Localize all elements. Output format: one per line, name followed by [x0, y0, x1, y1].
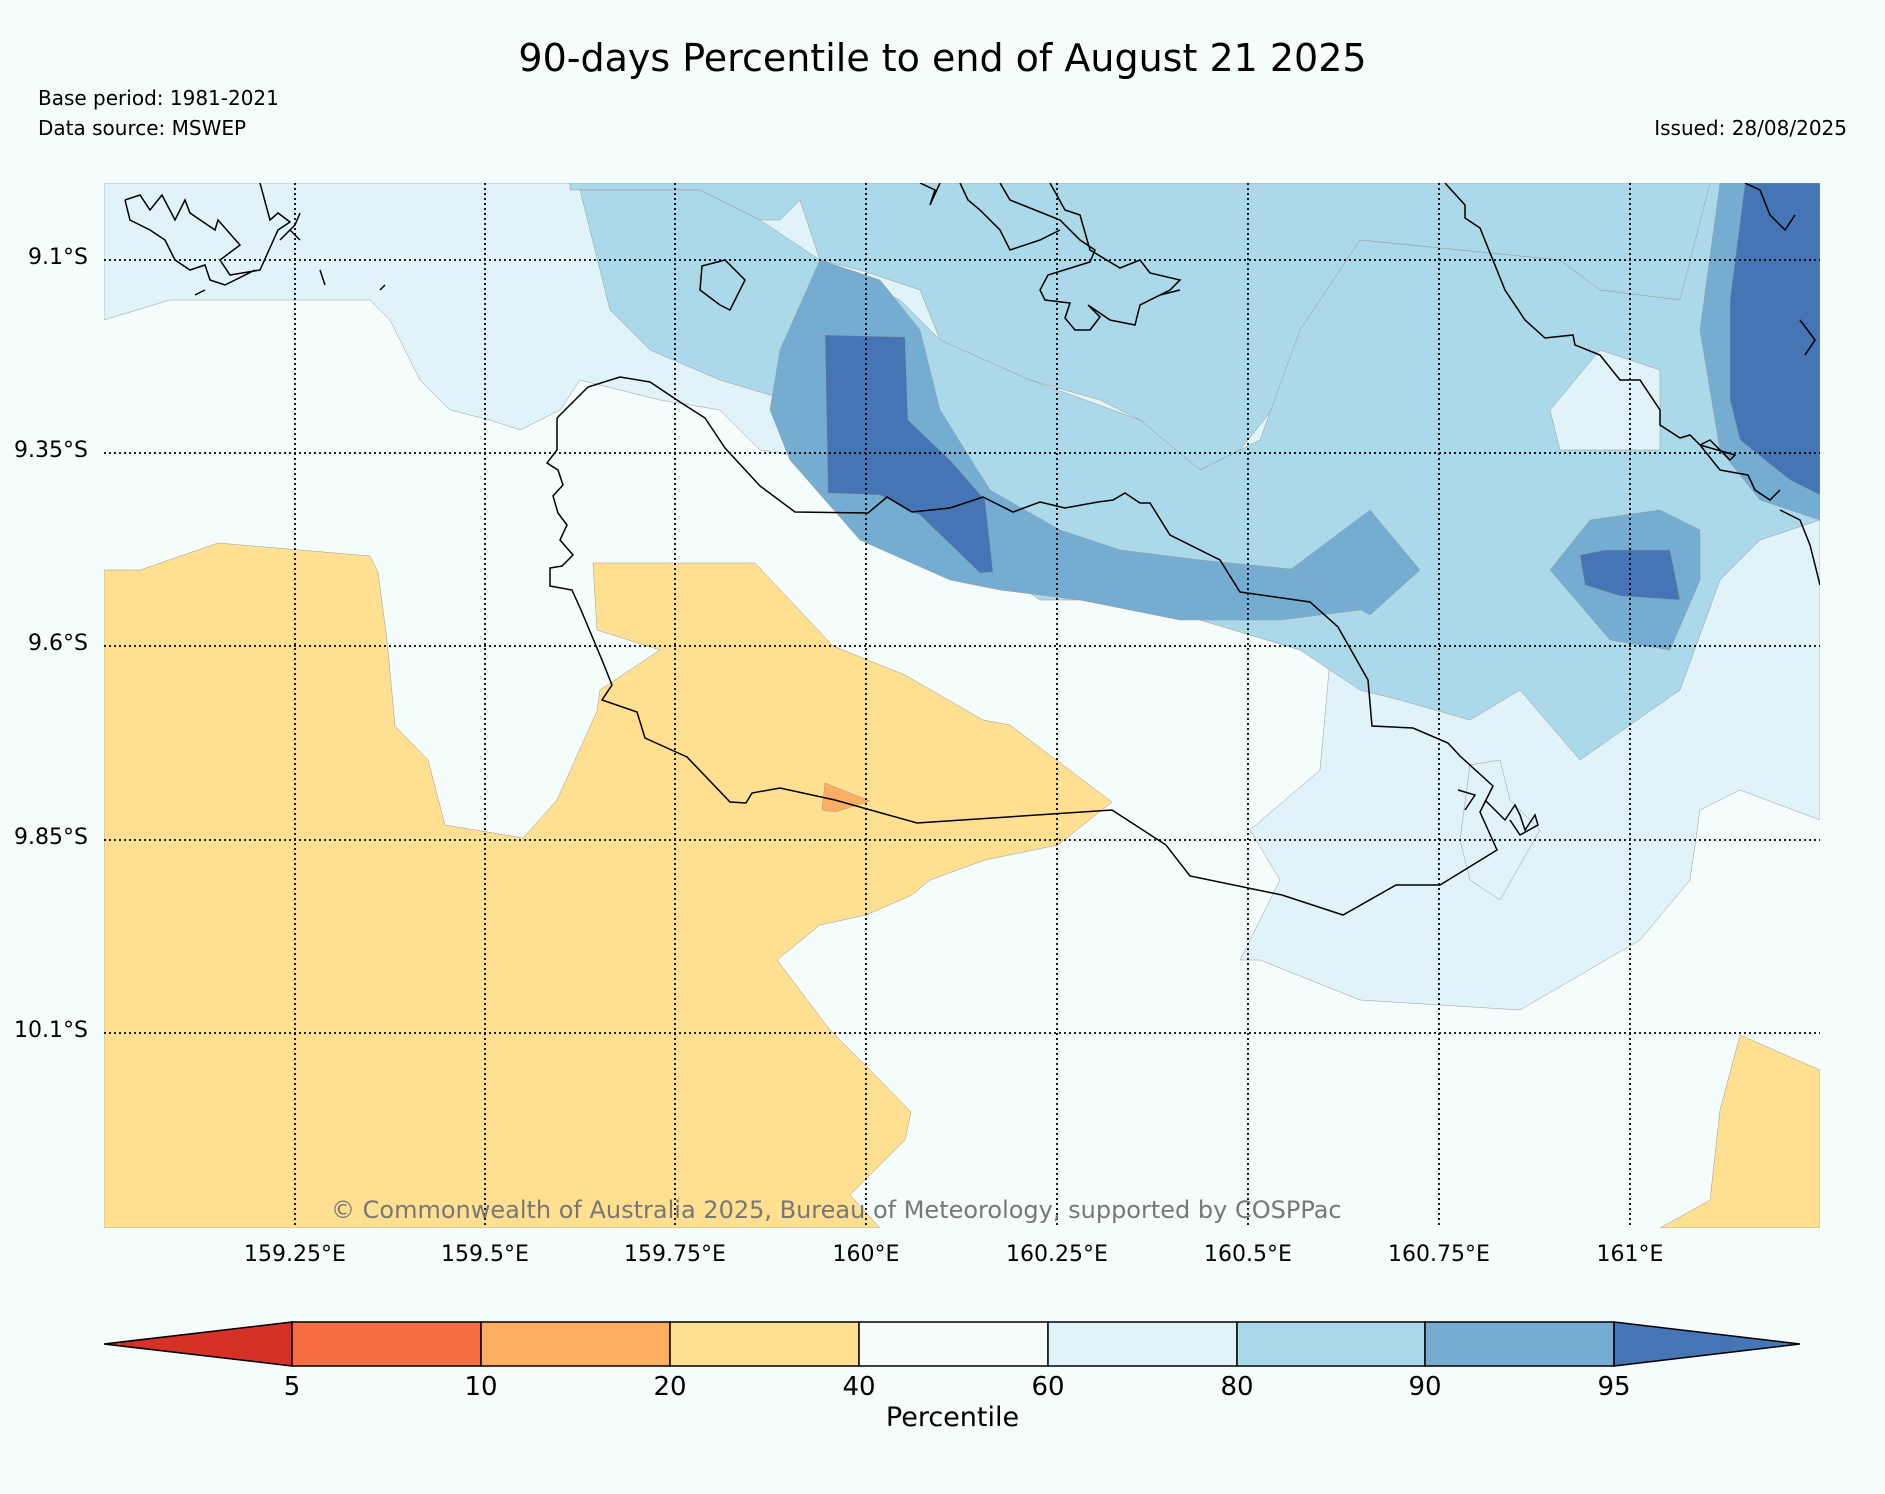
coastline-ngela	[919, 183, 1181, 296]
colorbar-above-95	[1613, 1321, 1801, 1367]
percentile-10-20-region	[821, 782, 871, 813]
colorbar-80-90	[1236, 1321, 1426, 1367]
colorbar-tick-90: 90	[1408, 1372, 1442, 1402]
colorbar-tick-20: 20	[653, 1372, 687, 1402]
lat-label-9-85: 9.85°S	[14, 825, 88, 850]
coastline-malaita	[1444, 183, 1820, 586]
percentile-above-95-region-west	[824, 334, 994, 574]
lon-label-160-5: 160.5°E	[1204, 1242, 1292, 1267]
lon-label-159-25: 159.25°E	[244, 1242, 346, 1267]
lon-label-160: 160°E	[832, 1242, 900, 1267]
map-area	[104, 183, 1820, 1228]
percentile-20-40-region-west	[104, 542, 1113, 1228]
percentile-20-40-region-se	[1659, 1034, 1820, 1228]
lon-label-159-75: 159.75°E	[624, 1242, 726, 1267]
lon-label-159-5: 159.5°E	[441, 1242, 529, 1267]
data-source: Data source: MSWEP	[38, 116, 247, 140]
issued-date: Issued: 28/08/2025	[1654, 116, 1847, 140]
grid-lines	[104, 183, 1820, 1228]
copyright-notice: © Commonwealth of Australia 2025, Bureau…	[331, 1196, 1342, 1224]
colorbar-20-40	[669, 1321, 860, 1367]
base-period: Base period: 1981-2021	[38, 86, 279, 110]
lat-label-9-1: 9.1°S	[28, 245, 88, 270]
lon-label-160-75: 160.75°E	[1388, 1242, 1490, 1267]
colorbar-tick-60: 60	[1031, 1372, 1065, 1402]
colorbar-tick-5: 5	[283, 1372, 301, 1402]
coastlines	[124, 183, 1820, 916]
coastline-marau	[1457, 789, 1539, 836]
lat-label-9-6: 9.6°S	[28, 631, 88, 656]
colorbar	[103, 1321, 1801, 1367]
colorbar-90-95	[1424, 1321, 1615, 1367]
colorbar-tick-80: 80	[1220, 1372, 1254, 1402]
percentile-above-95-region-ne	[1729, 183, 1820, 496]
colorbar-tick-95: 95	[1597, 1372, 1631, 1402]
colorbar-label: Percentile	[885, 1402, 1020, 1433]
colorbar-tick-10: 10	[464, 1372, 498, 1402]
colorbar-below-5	[103, 1321, 293, 1367]
colorbar-60-80	[1047, 1321, 1238, 1367]
percentile-90-95-region-mid	[1289, 509, 1421, 616]
lon-label-160-25: 160.25°E	[1006, 1242, 1108, 1267]
coastline-russell-islands	[124, 183, 386, 296]
colorbar-40-60	[858, 1321, 1049, 1367]
coastline-savo	[699, 259, 746, 312]
map-title: 90-days Percentile to end of August 21 2…	[518, 36, 1367, 80]
coastline-florida-islands	[999, 183, 1182, 331]
coastline-guadalcanal	[545, 376, 1498, 916]
lat-label-10-1: 10.1°S	[14, 1018, 88, 1043]
colorbar-tick-40: 40	[842, 1372, 876, 1402]
lat-label-9-35: 9.35°S	[14, 438, 88, 463]
percentile-60-80-island	[1549, 349, 1661, 451]
lon-label-161: 161°E	[1596, 1242, 1664, 1267]
colorbar-10-20	[480, 1321, 671, 1367]
colorbar-5-10	[291, 1321, 482, 1367]
percentile-60-80-region-south	[1459, 759, 1541, 901]
